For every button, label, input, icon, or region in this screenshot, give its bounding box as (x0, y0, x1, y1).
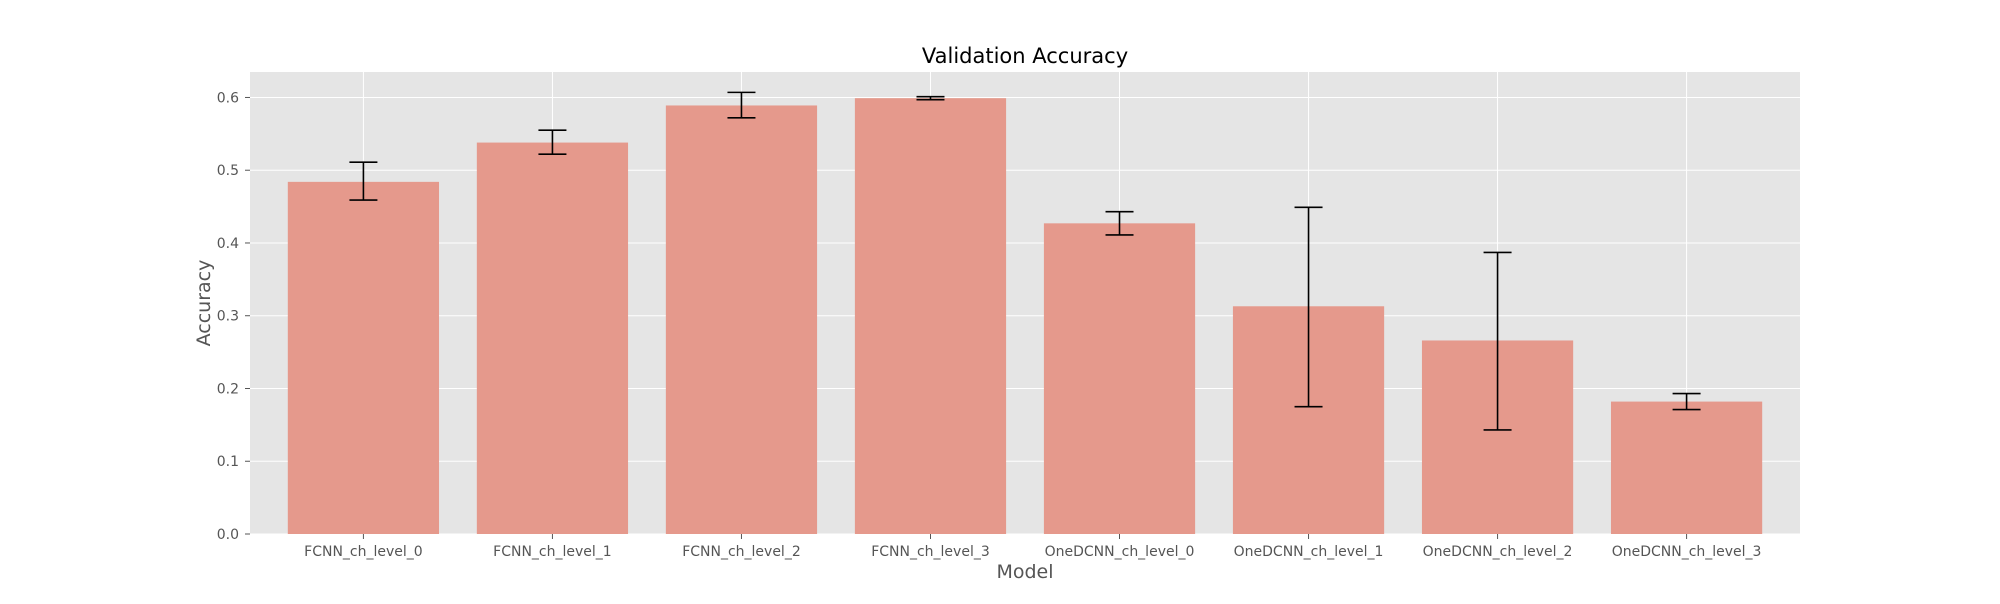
y-tick-label: 0.6 (217, 90, 239, 106)
x-axis-label: Model (996, 561, 1053, 583)
x-tick-label: FCNN_ch_level_2 (682, 544, 801, 560)
x-tick-label: OneDCNN_ch_level_2 (1423, 544, 1573, 560)
x-tick-label: FCNN_ch_level_1 (493, 544, 612, 560)
x-tick-label: FCNN_ch_level_3 (871, 544, 990, 560)
bar-FCNN_ch_level_0 (287, 181, 440, 534)
error-bar-OneDCNN_ch_level_0 (1105, 210, 1134, 236)
x-tick-label: OneDCNN_ch_level_0 (1045, 544, 1195, 560)
bar-FCNN_ch_level_1 (476, 142, 629, 534)
y-tick-label: 0.1 (217, 454, 239, 470)
x-tick-label: OneDCNN_ch_level_3 (1612, 544, 1762, 560)
error-bar-FCNN_ch_level_0 (349, 161, 378, 201)
y-axis-label: Accuracy (193, 260, 215, 347)
x-axis-ticks: FCNN_ch_level_0 FCNN_ch_level_1 FCNN_ch_le… (304, 534, 1761, 560)
bars (287, 98, 1763, 535)
error-bar-FCNN_ch_level_1 (538, 129, 567, 156)
x-tick-label: OneDCNN_ch_level_1 (1234, 544, 1384, 560)
x-tick-label: FCNN_ch_level_0 (304, 544, 423, 560)
y-tick-label: 0.2 (217, 381, 239, 397)
error-bar-FCNN_ch_level_2 (727, 91, 756, 119)
chart-title: Validation Accuracy (922, 44, 1128, 68)
bar-OneDCNN_ch_level_3 (1610, 401, 1763, 534)
y-tick-label: 0.0 (217, 527, 239, 543)
error-bar-OneDCNN_ch_level_3 (1672, 392, 1701, 411)
error-bar-OneDCNN_ch_level_2 (1483, 251, 1512, 431)
error-bars (349, 91, 1701, 431)
error-bar-OneDCNN_ch_level_1 (1294, 206, 1323, 408)
bar-FCNN_ch_level_2 (665, 105, 818, 535)
y-tick-label: 0.4 (217, 236, 239, 252)
bar-OneDCNN_ch_level_0 (1043, 223, 1196, 535)
y-tick-label: 0.5 (217, 163, 239, 179)
y-tick-label: 0.3 (217, 309, 239, 325)
error-bar-FCNN_ch_level_3 (916, 95, 945, 101)
bar-FCNN_ch_level_3 (854, 98, 1007, 534)
y-axis-ticks: 0.0 0.1 0.2 0.3 0.4 0.5 0.6 (217, 90, 250, 543)
